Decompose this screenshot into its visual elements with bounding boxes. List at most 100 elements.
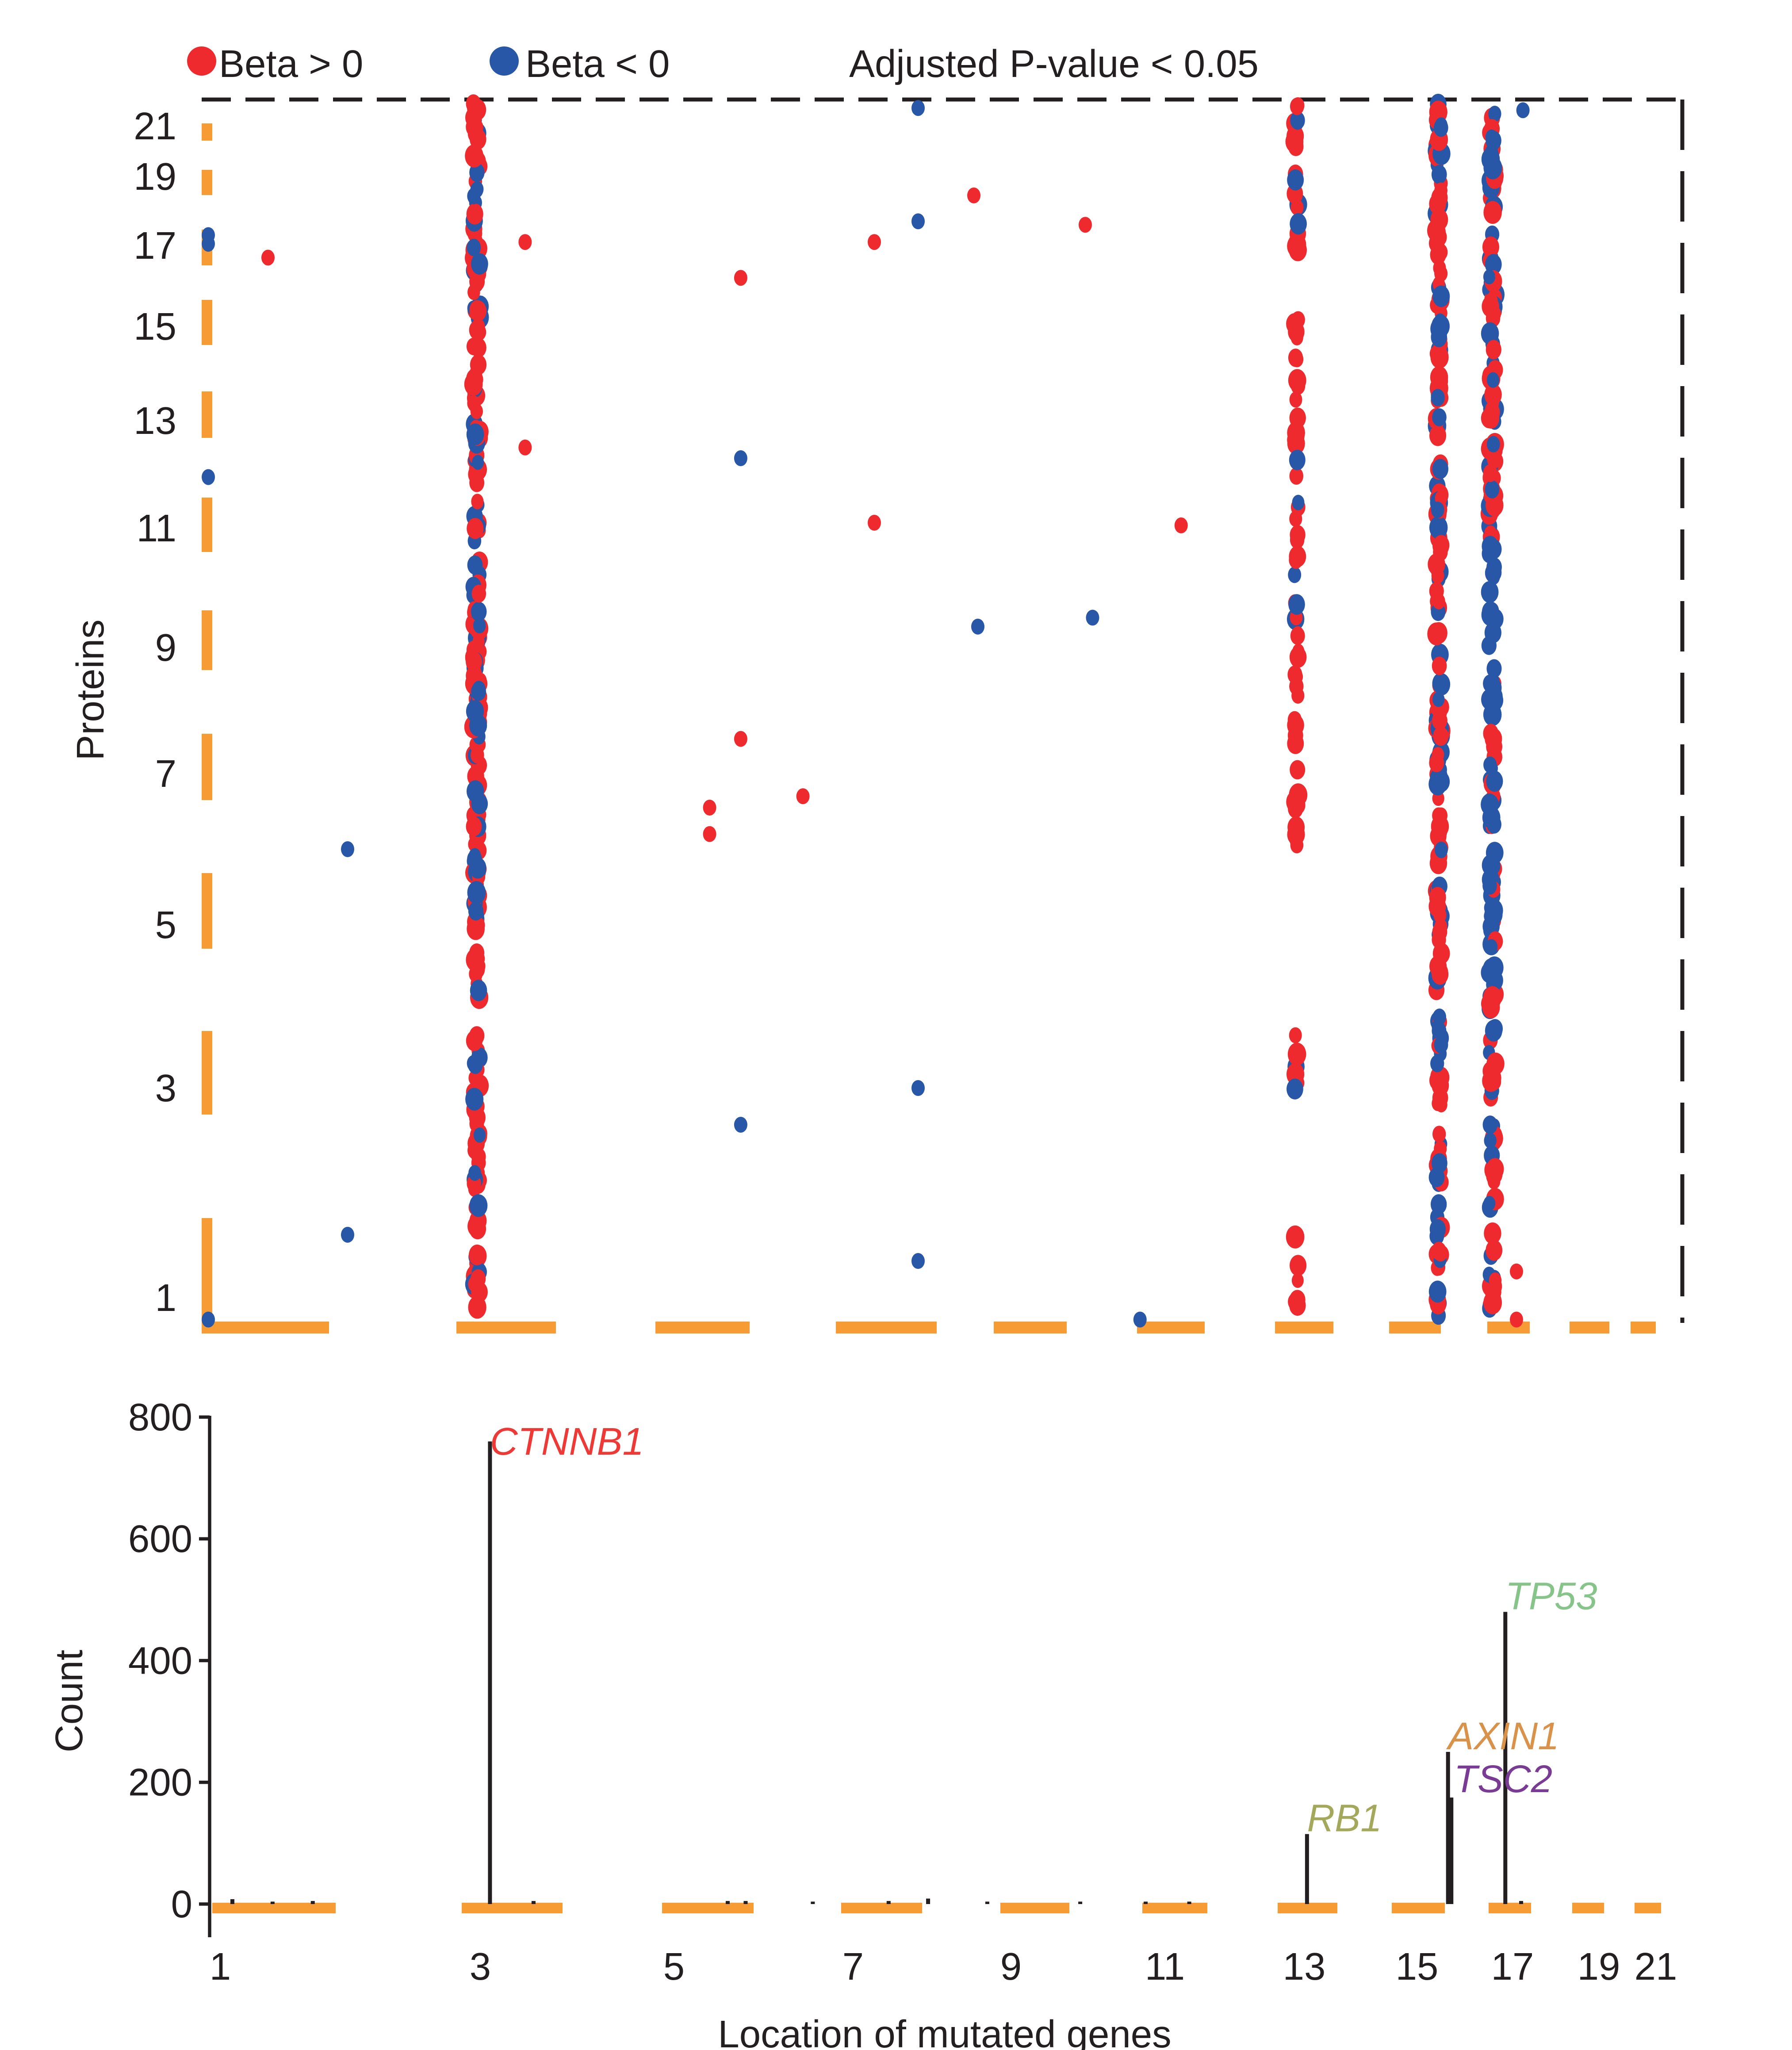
point-beta-positive xyxy=(1434,807,1448,824)
point-beta-negative xyxy=(1485,899,1503,922)
y-tick-label: 600 xyxy=(128,1517,192,1560)
chromosome-segments-y xyxy=(201,123,212,1331)
point-beta-negative xyxy=(971,618,984,635)
point-beta-positive xyxy=(1431,567,1444,584)
bar-tp53 xyxy=(1503,1612,1508,1904)
point-beta-negative xyxy=(1431,327,1447,347)
chromosome-segment xyxy=(461,1903,563,1913)
point-beta-positive xyxy=(1432,963,1449,985)
chromosome-segment-y xyxy=(201,1031,212,1115)
point-beta-positive xyxy=(470,119,483,135)
bar-ctnnb1 xyxy=(488,1441,492,1904)
point-beta-negative xyxy=(1433,119,1448,137)
y-tick-label: 13 xyxy=(134,399,176,442)
point-beta-negative xyxy=(471,253,488,275)
legend-marker-beta-pos xyxy=(187,46,216,76)
point-beta-negative xyxy=(469,857,486,879)
point-beta-positive xyxy=(1428,233,1445,253)
point-beta-positive xyxy=(469,943,485,962)
point-beta-positive xyxy=(469,1244,486,1265)
point-beta-positive xyxy=(469,320,485,340)
point-beta-negative xyxy=(1488,106,1501,122)
point-beta-positive xyxy=(1291,377,1306,395)
point-beta-negative xyxy=(1481,603,1500,626)
chromosome-segment-x xyxy=(201,1322,329,1333)
x-tick-label: 1 xyxy=(210,1945,231,1988)
point-beta-positive xyxy=(1430,622,1447,644)
point-beta-negative xyxy=(1287,169,1304,191)
point-beta-negative xyxy=(471,793,488,814)
point-beta-positive xyxy=(467,517,484,539)
point-beta-negative xyxy=(468,901,484,921)
point-beta-negative xyxy=(1486,436,1500,452)
point-beta-positive xyxy=(518,234,532,250)
gene-label-rb1: RB1 xyxy=(1307,1797,1382,1840)
y-tick-label: 19 xyxy=(134,155,176,198)
chromosome-segments-bottom xyxy=(212,1903,1661,1913)
point-beta-positive xyxy=(466,651,482,672)
point-beta-positive xyxy=(1288,428,1303,448)
bar xyxy=(1187,1901,1191,1904)
point-beta-negative xyxy=(1435,841,1448,858)
x-axis-title: Location of mutated genes xyxy=(718,2013,1171,2050)
count-bars xyxy=(230,1441,1523,1904)
point-beta-positive xyxy=(1483,464,1497,482)
bar xyxy=(926,1898,930,1904)
point-beta-positive xyxy=(471,1269,486,1288)
chromosome-segment-x xyxy=(1137,1322,1205,1333)
point-beta-positive xyxy=(1432,656,1447,675)
point-beta-negative xyxy=(471,682,486,701)
chromosome-segments-x xyxy=(201,1322,1656,1333)
bar xyxy=(230,1899,234,1904)
point-beta-positive xyxy=(1078,217,1092,233)
point-beta-positive xyxy=(1434,182,1447,199)
chromosome-segment xyxy=(1000,1903,1069,1913)
legend-marker-beta-neg xyxy=(489,46,519,76)
point-beta-positive xyxy=(469,300,486,322)
point-beta-negative xyxy=(1287,1078,1303,1100)
point-beta-positive xyxy=(1483,724,1499,743)
point-beta-positive xyxy=(703,799,716,816)
point-beta-negative xyxy=(1432,692,1445,707)
point-beta-negative xyxy=(1288,594,1305,615)
point-beta-negative xyxy=(467,1055,483,1074)
point-beta-positive xyxy=(1430,345,1449,369)
point-beta-positive xyxy=(1290,1255,1307,1276)
point-beta-negative xyxy=(1481,581,1499,603)
point-beta-positive xyxy=(1430,366,1448,389)
y-tick-label: 5 xyxy=(155,904,176,946)
gene-label-ctnnb1: CTNNB1 xyxy=(490,1420,644,1463)
bar xyxy=(531,1901,536,1904)
point-beta-negative xyxy=(1290,213,1307,235)
point-beta-negative xyxy=(734,1116,747,1133)
point-beta-negative xyxy=(1432,285,1450,307)
point-beta-positive xyxy=(1291,97,1305,114)
point-beta-positive xyxy=(1290,351,1304,368)
bar xyxy=(270,1901,275,1904)
point-beta-positive xyxy=(1433,535,1450,556)
point-beta-negative xyxy=(1487,1019,1503,1038)
point-beta-positive xyxy=(1290,199,1304,216)
point-beta-negative xyxy=(1486,563,1502,582)
y-tick-label: 800 xyxy=(128,1396,192,1439)
point-beta-positive xyxy=(796,788,810,805)
y-tick-label: 9 xyxy=(155,626,176,669)
point-beta-positive xyxy=(1485,401,1499,418)
point-beta-negative xyxy=(466,700,484,723)
point-beta-negative xyxy=(1430,1055,1444,1073)
chromosome-segment xyxy=(1391,1903,1445,1913)
point-beta-positive xyxy=(470,337,486,358)
point-beta-negative xyxy=(1432,408,1447,426)
point-beta-negative xyxy=(470,980,487,1001)
bar xyxy=(1143,1901,1148,1904)
chromosome-segment-y xyxy=(201,300,212,345)
point-beta-positive xyxy=(867,514,881,531)
chromosome-segment-y xyxy=(201,123,212,141)
point-beta-negative xyxy=(1486,770,1503,792)
point-beta-negative xyxy=(1292,494,1305,510)
chromosome-segment-x xyxy=(835,1322,937,1333)
point-beta-positive xyxy=(1432,593,1445,609)
x-tick-label: 21 xyxy=(1635,1945,1677,1988)
chromosome-segment xyxy=(1572,1903,1604,1913)
